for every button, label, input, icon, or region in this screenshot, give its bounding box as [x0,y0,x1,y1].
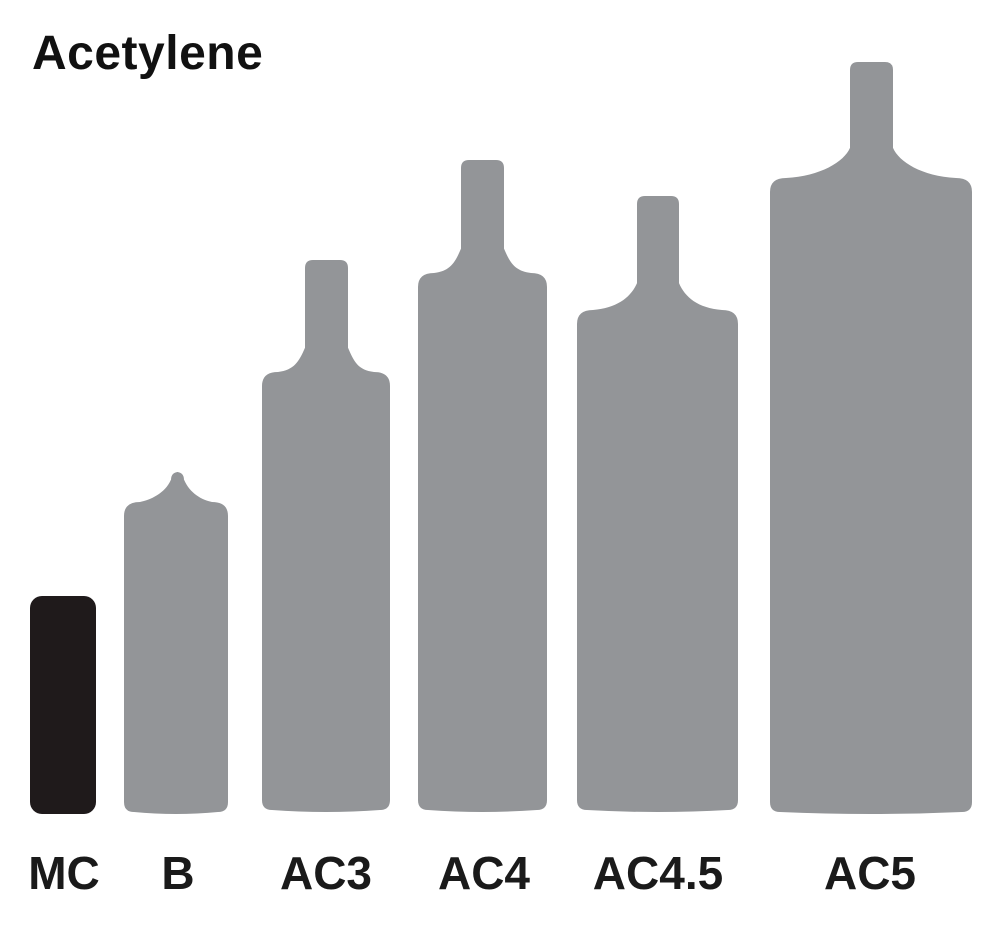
cylinder-label-ac5: AC5 [823,847,917,899]
cylinder-ac5 [770,62,972,814]
cylinder-label-mc: MC [28,847,100,899]
cylinder-mc [30,596,96,814]
cylinder-label-ac45: AC4.5 [592,847,724,899]
diagram-title: Acetylene [32,27,264,80]
cylinder-ac3 [262,260,390,812]
cylinder-label-b: B [161,847,195,899]
cylinder-label-ac4: AC4 [437,847,531,899]
cylinder-ac4 [418,160,547,812]
cylinder-ac45 [577,196,738,812]
cylinder-label-ac3: AC3 [279,847,373,899]
cylinder-b [124,472,228,814]
